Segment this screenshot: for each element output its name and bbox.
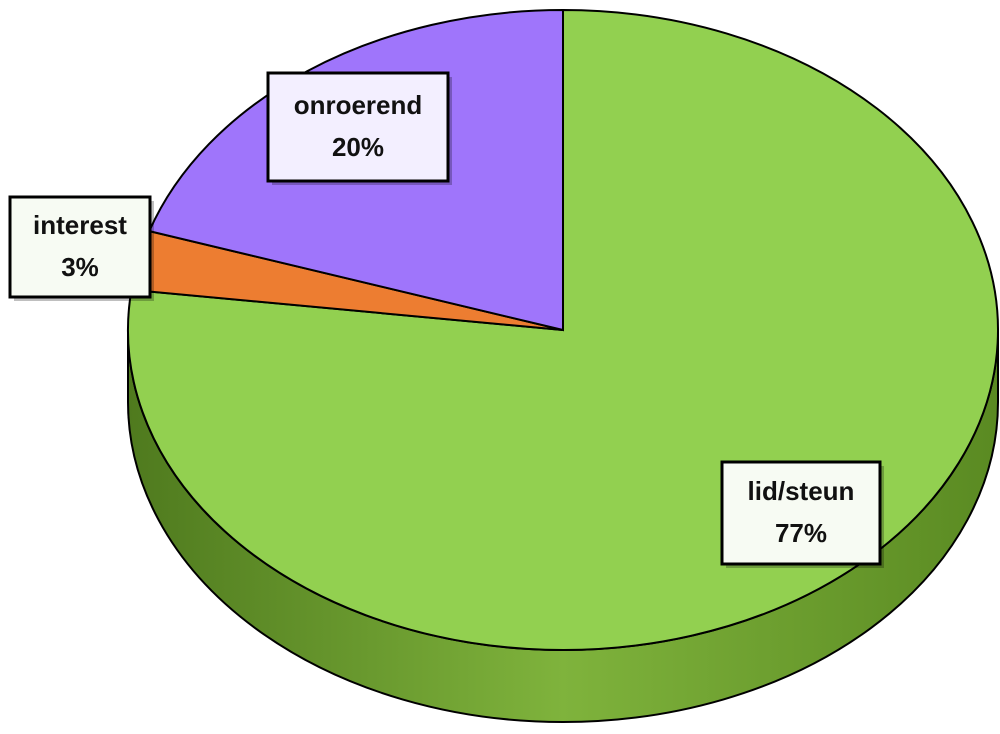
label-box <box>720 460 882 566</box>
label-box <box>8 195 152 299</box>
label-box <box>266 71 450 183</box>
value-label: 77% <box>775 518 827 548</box>
value-label: 3% <box>61 252 99 282</box>
category-label: onroerend <box>294 90 423 120</box>
category-label: lid/steun <box>748 476 855 506</box>
category-label: interest <box>33 210 127 240</box>
value-label: 20% <box>332 132 384 162</box>
